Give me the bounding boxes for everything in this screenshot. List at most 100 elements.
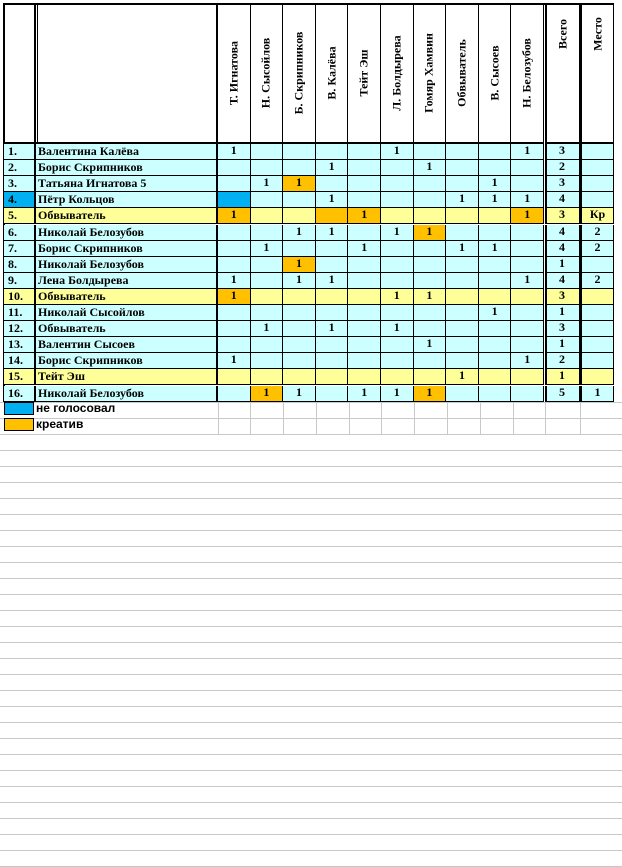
vote-cell — [511, 288, 544, 305]
sheet-gridline — [545, 402, 546, 434]
sheet-gridline — [0, 562, 622, 563]
column-header-label: Гомяр Хамвин — [421, 33, 436, 113]
total-cell: 3 — [545, 321, 580, 338]
total-cell: 3 — [545, 144, 580, 161]
vote-cell — [283, 240, 316, 257]
column-header: Л. Болдырева — [381, 4, 414, 144]
vote-cell — [315, 256, 349, 273]
sheet-gridline — [480, 402, 481, 434]
vote-cell — [218, 240, 251, 257]
vote-cell — [413, 256, 447, 273]
place-header: Место — [580, 4, 614, 144]
sheet-gridline — [0, 450, 622, 451]
vote-cell: 1 — [348, 385, 381, 402]
participant-name: Валентина Калёва — [34, 144, 218, 161]
vote-cell — [413, 240, 447, 257]
vote-cell — [315, 144, 349, 161]
vote-cell — [283, 321, 316, 338]
vote-cell — [511, 224, 544, 241]
vote-cell — [381, 176, 414, 193]
vote-cell: 1 — [381, 385, 414, 402]
column-header-label: Т. Игнатова — [226, 40, 241, 106]
vote-cell — [446, 272, 479, 289]
vote-cell: 1 — [283, 224, 316, 241]
row-number: 12. — [4, 321, 38, 338]
vote-cell — [348, 369, 381, 386]
legend-not-voted-swatch — [4, 402, 34, 415]
vote-cell — [283, 369, 316, 386]
vote-cell — [413, 192, 447, 209]
sheet-gridline — [0, 530, 622, 531]
vote-cell — [315, 288, 349, 305]
sheet-gridline — [0, 706, 622, 707]
vote-cell — [478, 288, 512, 305]
place-cell — [580, 369, 614, 386]
vote-cell — [381, 192, 414, 209]
vote-cell — [511, 176, 544, 193]
place-cell — [580, 305, 614, 322]
vote-cell: 1 — [446, 369, 479, 386]
vote-cell: 1 — [413, 224, 447, 241]
vote-cell — [315, 353, 349, 370]
participant-name: Николай Белозубов — [34, 224, 218, 241]
participant-name: Валентин Сысоев — [34, 337, 218, 354]
vote-cell: 1 — [315, 192, 349, 209]
vote-cell — [348, 160, 381, 177]
vote-cell — [413, 369, 447, 386]
place-cell: 2 — [580, 272, 614, 289]
vote-cell — [283, 305, 316, 322]
sheet-gridline — [316, 402, 317, 434]
column-header-label: В. Сысоев — [487, 45, 502, 101]
vote-cell — [250, 160, 284, 177]
vote-cell — [218, 369, 251, 386]
vote-cell — [315, 369, 349, 386]
sheet-gridline — [0, 754, 622, 755]
vote-cell — [218, 192, 251, 209]
vote-cell — [218, 224, 251, 241]
column-header-label: В. Калёва — [324, 46, 339, 100]
sheet-gridline — [0, 642, 622, 643]
vote-cell — [218, 305, 251, 322]
vote-cell: 1 — [218, 353, 251, 370]
vote-cell — [250, 192, 284, 209]
column-header: Н. Белозубов — [511, 4, 544, 144]
total-header: Всего — [545, 4, 580, 144]
vote-cell — [478, 208, 512, 225]
column-header: В. Сысоев — [478, 4, 512, 144]
vote-cell — [315, 240, 349, 257]
sheet-gridline — [381, 402, 382, 434]
vote-cell — [511, 160, 544, 177]
total-cell: 4 — [545, 224, 580, 241]
vote-cell — [446, 385, 479, 402]
participant-name: Пётр Кольцов — [34, 192, 218, 209]
sheet-gridline — [0, 578, 622, 579]
place-cell: 2 — [580, 240, 614, 257]
vote-cell: 1 — [478, 192, 512, 209]
vote-cell — [381, 353, 414, 370]
sheet-gridline — [0, 722, 622, 723]
header-name-cell — [34, 4, 218, 144]
sheet-gridline — [0, 482, 622, 483]
vote-cell — [348, 272, 381, 289]
vote-cell — [413, 353, 447, 370]
vote-cell — [381, 305, 414, 322]
sheet-gridline — [0, 674, 622, 675]
vote-cell: 1 — [250, 385, 284, 402]
participant-name: Лена Болдырева — [34, 272, 218, 289]
column-header-label: Обвыватель — [454, 39, 469, 107]
sheet-gridline — [580, 402, 581, 434]
legend-creative-swatch — [4, 418, 34, 431]
sheet-gridline — [0, 786, 622, 787]
row-number: 4. — [4, 192, 38, 209]
vote-cell: 1 — [511, 272, 544, 289]
participant-name: Николай Сысойлов — [34, 305, 218, 322]
vote-cell — [478, 160, 512, 177]
sheet-gridline — [0, 850, 622, 851]
row-number: 16. — [4, 385, 38, 402]
vote-cell — [315, 176, 349, 193]
vote-cell: 1 — [315, 160, 349, 177]
vote-cell — [315, 337, 349, 354]
vote-cell — [511, 385, 544, 402]
row-number: 3. — [4, 176, 38, 193]
vote-cell — [250, 256, 284, 273]
